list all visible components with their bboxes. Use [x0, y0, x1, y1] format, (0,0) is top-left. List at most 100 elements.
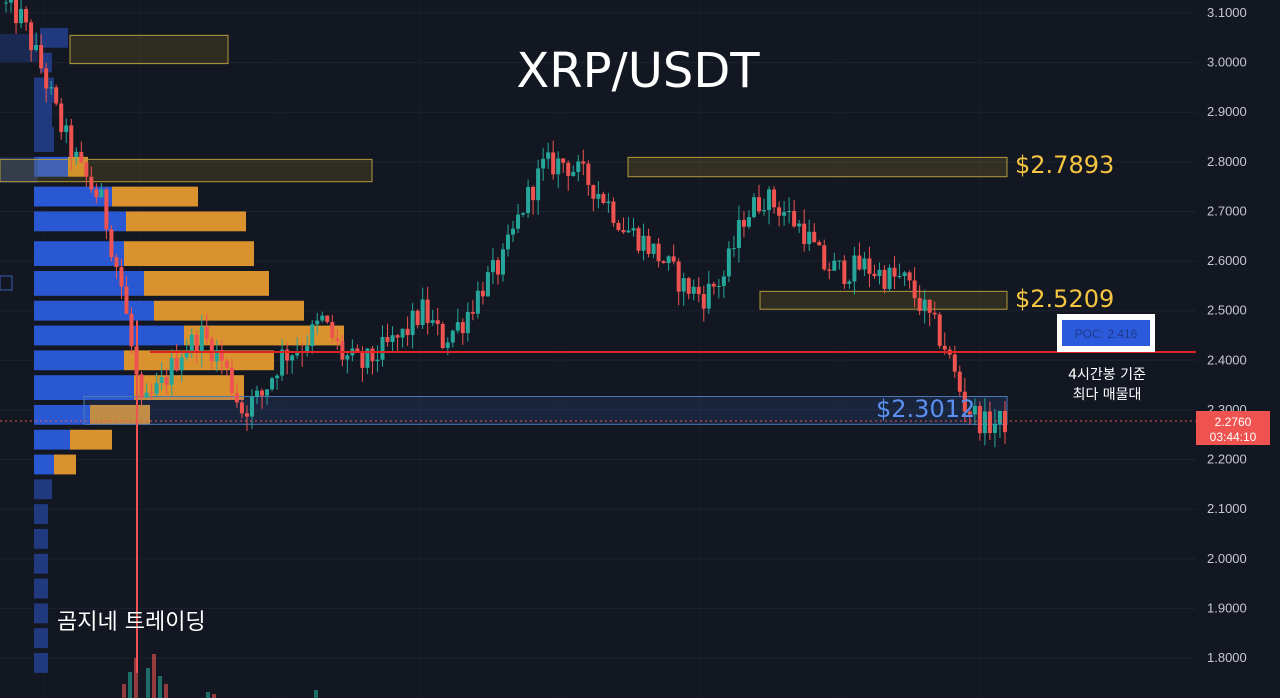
candle-body	[340, 341, 345, 360]
candle-body	[234, 392, 239, 403]
candle-body	[802, 223, 807, 245]
candle-body	[867, 258, 872, 274]
volume-profile-buy	[34, 578, 48, 599]
candle-body	[746, 217, 751, 227]
candle-body	[99, 189, 104, 198]
candle-body	[997, 410, 1002, 424]
candle-body	[656, 243, 661, 262]
level-zones	[0, 34, 1008, 425]
candle-body	[194, 334, 199, 353]
candle-body	[310, 324, 315, 346]
level-label-top: $2.7893	[1015, 151, 1114, 179]
candle-body	[365, 348, 370, 368]
candle-body	[887, 267, 892, 289]
candle-body	[526, 186, 531, 214]
current-price-value: 2.2760	[1215, 415, 1252, 429]
candle-body	[772, 189, 777, 208]
candle-body	[460, 322, 465, 334]
candle-body	[410, 310, 415, 336]
candle-body	[64, 125, 69, 133]
candle-body	[721, 276, 726, 286]
candle-body	[285, 349, 290, 361]
candle-body	[857, 255, 862, 270]
volume-profile-sell	[54, 454, 76, 475]
candle-body	[792, 211, 797, 227]
volume-profile-buy	[34, 156, 68, 177]
volume-profile-buy	[0, 157, 38, 183]
candle-body	[596, 193, 601, 199]
candle-body	[691, 286, 696, 294]
volume-bar	[134, 658, 138, 698]
price-tick-label: 1.8000	[1207, 650, 1247, 665]
level-label-mid: $2.5209	[1015, 285, 1114, 313]
candle-body	[982, 411, 987, 434]
candle-body	[229, 367, 234, 393]
candle-body	[576, 161, 581, 172]
volume-bar	[158, 676, 162, 698]
price-tick-label: 1.9000	[1207, 600, 1247, 615]
volume-profile-buy	[34, 603, 48, 624]
candle-body	[862, 258, 867, 270]
candle-body	[249, 397, 254, 417]
candle-body	[676, 261, 681, 292]
candle-body	[290, 355, 295, 361]
candle-body	[24, 9, 29, 23]
candle-body	[370, 348, 375, 362]
candle-body	[214, 350, 219, 362]
candle-body	[380, 336, 385, 360]
annotation-line-2: 최다 매물대	[1073, 387, 1142, 403]
candle-body	[199, 326, 204, 353]
candle-body	[907, 272, 912, 281]
candle-body	[450, 330, 455, 343]
candle-countdown: 03:44:10	[1210, 430, 1257, 444]
candle-body	[696, 286, 701, 295]
candle-body	[556, 158, 561, 175]
candle-body	[601, 193, 606, 204]
candle-body	[842, 260, 847, 284]
candle-body	[586, 163, 591, 185]
price-tick-label: 2.7000	[1207, 203, 1247, 218]
candle-body	[325, 315, 330, 322]
candle-body	[832, 260, 837, 271]
candle-body	[757, 197, 761, 212]
candle-body	[852, 255, 857, 282]
volume-bar	[128, 672, 132, 698]
candle-body	[119, 267, 124, 287]
candle-body	[154, 383, 159, 394]
volume-profile-buy	[34, 350, 124, 371]
candles	[4, 0, 1007, 673]
volume-profile-buy	[34, 127, 54, 152]
candle-body	[164, 377, 169, 385]
candle-body	[972, 405, 977, 415]
candle-body	[817, 242, 822, 246]
poc-badge	[1062, 320, 1150, 346]
candle-body	[184, 351, 189, 358]
candle-body	[741, 219, 746, 227]
candle-body	[536, 168, 541, 201]
volume-bars	[122, 654, 318, 698]
candle-body	[114, 257, 119, 268]
price-tick-label: 2.2000	[1207, 452, 1247, 467]
candle-body	[917, 298, 922, 311]
candle-body	[531, 186, 536, 201]
candle-body	[330, 321, 335, 339]
candle-body	[445, 342, 450, 348]
candle-body	[84, 162, 89, 177]
candle-body	[661, 261, 666, 264]
candle-body	[822, 245, 827, 270]
price-axis[interactable]: 3.1000 3.0000 2.9000 2.8000 2.7000 2.6000 2.50…	[1196, 0, 1280, 698]
candle-body	[485, 272, 490, 297]
candle-body	[681, 278, 686, 292]
candle-body	[355, 348, 360, 353]
candle-body	[606, 201, 611, 204]
candle-body	[139, 374, 144, 398]
volume-profile-buy	[34, 628, 48, 649]
watermark: 곰지네 트레이딩	[57, 610, 206, 635]
price-tick-label: 2.1000	[1207, 501, 1247, 516]
candle-body	[701, 294, 706, 309]
volume-profile-buy	[40, 27, 68, 48]
volume-profile	[0, 27, 344, 673]
candle-body	[646, 235, 651, 254]
